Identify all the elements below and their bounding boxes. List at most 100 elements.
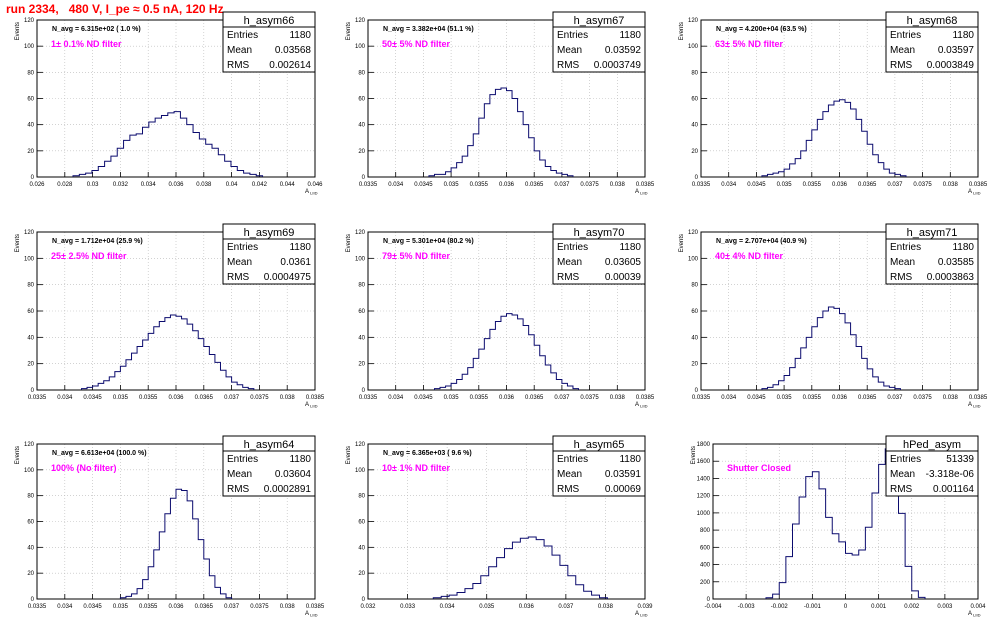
x-tick-label: 0.033: [400, 604, 416, 610]
y-tick-label: 800: [700, 528, 711, 534]
y-tick-label: 100: [24, 468, 35, 474]
x-tick-label: 0.036: [519, 604, 535, 610]
stats-value: 1180: [952, 242, 974, 253]
x-tick-label: 0.037: [224, 395, 240, 401]
x-tick-label: 0.035: [777, 395, 793, 401]
stats-key: Entries: [227, 242, 258, 253]
stats-box: [222, 435, 316, 497]
x-tick-label: 0.004: [970, 604, 986, 610]
stats-box: [222, 223, 316, 285]
stats-key: RMS: [557, 60, 580, 71]
y-tick-label: 1800: [697, 442, 711, 448]
histogram-line: [765, 448, 926, 599]
x-tick-label: 0.0375: [580, 395, 599, 401]
x-tick-label: 0.0375: [250, 395, 269, 401]
x-tick-label: 0.042: [252, 182, 268, 188]
stats-value: 0.0003749: [594, 60, 642, 71]
navg-label: N_avg = 1.712e+04 (25.9 %): [52, 238, 143, 245]
x-axis-title: A LIID: [968, 611, 981, 618]
stats-value: 0.002614: [269, 60, 311, 71]
y-tick-label: 120: [24, 230, 35, 236]
stats-box: [552, 223, 646, 285]
x-axis-title: A LIID: [635, 189, 648, 196]
stats-box: [552, 435, 646, 497]
y-tick-label: 0: [31, 175, 35, 181]
x-tick-label: 0.035: [113, 395, 129, 401]
x-tick-label: 0.0385: [969, 395, 988, 401]
x-tick-label: 0.0385: [969, 182, 988, 188]
y-tick-label: 120: [24, 442, 35, 448]
histogram-line: [432, 536, 608, 599]
filter-label: 40± 4% ND filter: [715, 251, 783, 261]
y-tick-label: 120: [355, 230, 366, 236]
x-tick-label: 0.036: [168, 604, 184, 610]
x-tick-label: 0.0365: [195, 604, 214, 610]
y-axis-title: Events: [691, 446, 697, 464]
y-tick-label: 100: [688, 44, 699, 50]
x-tick-label: 0.034: [721, 182, 737, 188]
navg-label: N_avg = 6.315e+02 ( 1.0 %): [52, 26, 141, 33]
stats-key: Mean: [227, 45, 252, 56]
x-tick-label: 0.035: [777, 182, 793, 188]
x-tick-label: 0.036: [168, 182, 184, 188]
stats-box: [885, 223, 979, 285]
x-tick-label: 0.038: [943, 182, 959, 188]
stats-value: 0.03592: [605, 45, 642, 56]
x-tick-label: 0.0365: [525, 182, 544, 188]
histogram-panel-h_asym66: 0.026 0.028 0.03 0.032 0.034 0.036 0.038 0.04 0.…: [15, 11, 323, 196]
x-tick-label: 0.0365: [195, 395, 214, 401]
y-tick-label: 100: [24, 44, 35, 50]
x-tick-label: 0.046: [307, 182, 323, 188]
stats-value: 1180: [289, 454, 311, 465]
x-tick-label: 0.0385: [306, 395, 325, 401]
stats-value: 0.0003849: [927, 60, 975, 71]
stats-title: h_asym66: [244, 15, 295, 27]
y-tick-label: 1400: [697, 476, 711, 482]
y-tick-label: 120: [688, 230, 699, 236]
x-tick-label: 0.034: [440, 604, 456, 610]
x-tick-label: 0.0345: [83, 604, 102, 610]
y-tick-label: 80: [691, 70, 698, 76]
y-tick-label: 40: [358, 545, 365, 551]
stats-value: 51339: [946, 454, 974, 465]
x-tick-label: 0.036: [499, 395, 515, 401]
y-tick-label: 20: [27, 571, 34, 577]
y-tick-label: 20: [27, 362, 34, 368]
x-tick-label: 0.0385: [306, 604, 325, 610]
x-tick-label: -0.002: [771, 604, 789, 610]
x-tick-label: 0.0345: [414, 182, 433, 188]
y-tick-label: 400: [700, 563, 711, 569]
x-tick-label: 0.035: [113, 604, 129, 610]
histogram-line: [80, 314, 255, 390]
y-axis-title: Events: [15, 446, 21, 464]
histogram-line: [433, 313, 580, 390]
histogram-panel-h_asym69: 0.0335 0.034 0.0345 0.035 0.0355 0.036 0.0365 0…: [15, 223, 325, 409]
y-tick-label: 0: [362, 597, 366, 603]
y-tick-label: 100: [355, 256, 366, 262]
navg-label: N_avg = 2.707e+04 (40.9 %): [716, 238, 807, 245]
stats-value: 0.03604: [275, 469, 312, 480]
y-axis-title: Events: [15, 22, 21, 40]
stats-title: h_asym70: [574, 227, 625, 239]
stats-value: -3.318e-06: [926, 469, 975, 480]
stats-key: Entries: [557, 242, 588, 253]
y-tick-label: 60: [27, 97, 34, 103]
x-tick-label: 0.037: [554, 182, 570, 188]
stats-value: 0.03568: [275, 45, 312, 56]
x-tick-label: 0.04: [226, 182, 238, 188]
x-tick-label: 0.0335: [359, 182, 378, 188]
x-tick-label: 0.0345: [414, 395, 433, 401]
y-tick-label: 80: [358, 283, 365, 289]
histogram-panel-h_asym64: 0.0335 0.034 0.0345 0.035 0.0355 0.036 0.0365 0…: [15, 435, 325, 618]
stats-value: 0.001164: [933, 484, 974, 495]
x-tick-label: 0.039: [637, 604, 653, 610]
y-tick-label: 80: [27, 283, 34, 289]
stats-value: 1180: [289, 30, 311, 41]
y-tick-label: 80: [27, 70, 34, 76]
stats-key: Mean: [890, 45, 915, 56]
y-tick-label: 1000: [697, 511, 711, 517]
y-tick-label: 40: [691, 123, 698, 129]
y-tick-label: 40: [27, 545, 34, 551]
histogram-panel-h_asym71: 0.0335 0.034 0.0345 0.035 0.0355 0.036 0.0365 0…: [679, 223, 988, 409]
y-tick-label: 120: [355, 442, 366, 448]
